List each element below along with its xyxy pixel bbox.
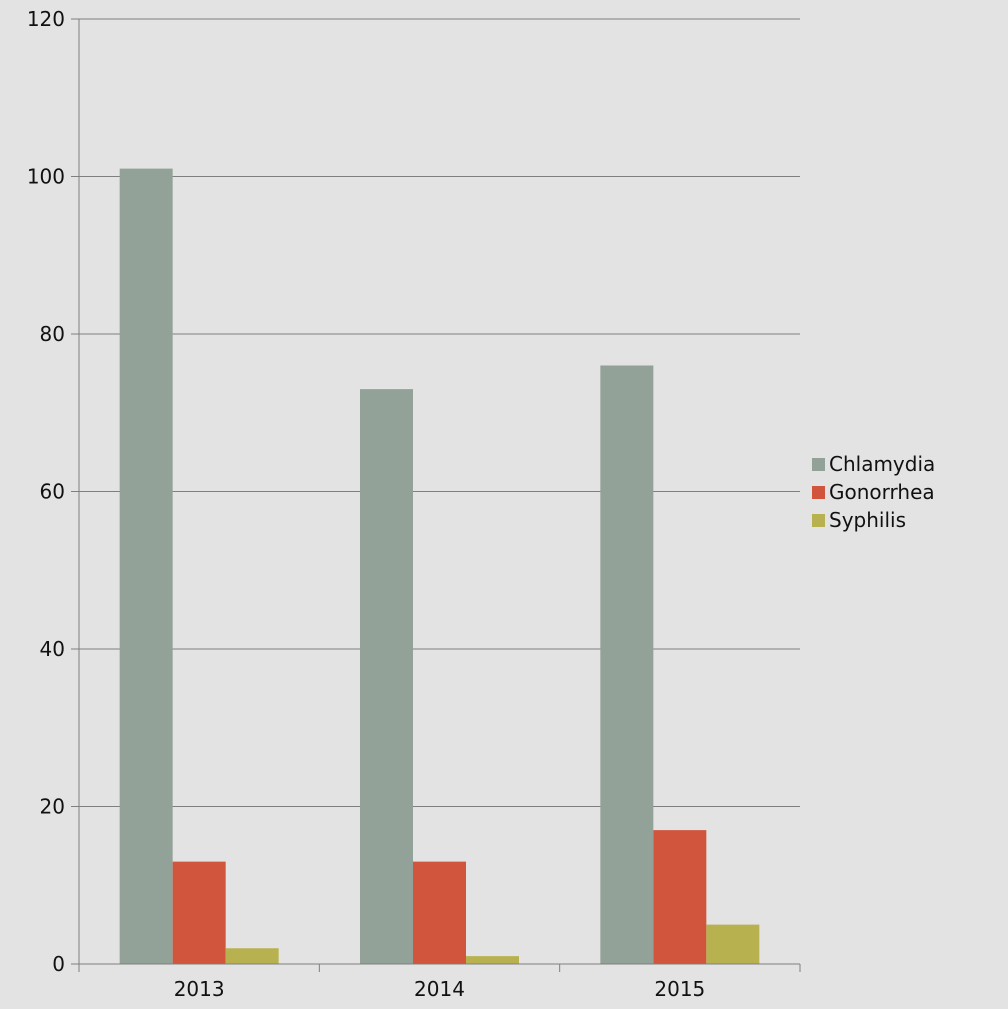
- legend-label-chlamydia: Chlamydia: [829, 452, 935, 476]
- y-axis-ticks: 0 20 40 60 80 100 120: [27, 7, 79, 976]
- y-tick-label: 0: [52, 952, 65, 976]
- legend-swatch-gonorrhea: [812, 486, 825, 499]
- bar-chlamydia-2015: [600, 365, 654, 964]
- legend-label-gonorrhea: Gonorrhea: [829, 480, 935, 504]
- legend-swatch-syphilis: [812, 514, 825, 527]
- bar-chlamydia-2014: [360, 389, 413, 964]
- bar-gonorrhea-2014: [413, 861, 466, 964]
- legend: Chlamydia Gonorrhea Syphilis: [812, 452, 935, 532]
- x-axis-ticks: 2013 2014 2015: [78, 964, 801, 1001]
- bar-syphilis-2013: [225, 948, 279, 964]
- bar-syphilis-2015: [706, 924, 760, 964]
- y-tick-label: 100: [27, 165, 65, 189]
- bar-gonorrhea-2013: [172, 861, 226, 964]
- bar-syphilis-2014: [466, 956, 519, 964]
- bar-chlamydia-2013: [119, 168, 173, 964]
- y-tick-label: 40: [40, 637, 65, 661]
- legend-label-syphilis: Syphilis: [829, 508, 906, 532]
- gridlines: [79, 18, 800, 807]
- legend-swatch-chlamydia: [812, 458, 825, 471]
- x-tick-label: 2015: [654, 977, 705, 1001]
- x-tick-label: 2014: [414, 977, 465, 1001]
- bars: [119, 168, 760, 964]
- y-tick-label: 20: [40, 795, 65, 819]
- y-tick-label: 80: [40, 322, 65, 346]
- bar-gonorrhea-2015: [653, 830, 707, 964]
- y-tick-label: 120: [27, 7, 65, 31]
- x-tick-label: 2013: [174, 977, 225, 1001]
- y-tick-label: 60: [40, 480, 65, 504]
